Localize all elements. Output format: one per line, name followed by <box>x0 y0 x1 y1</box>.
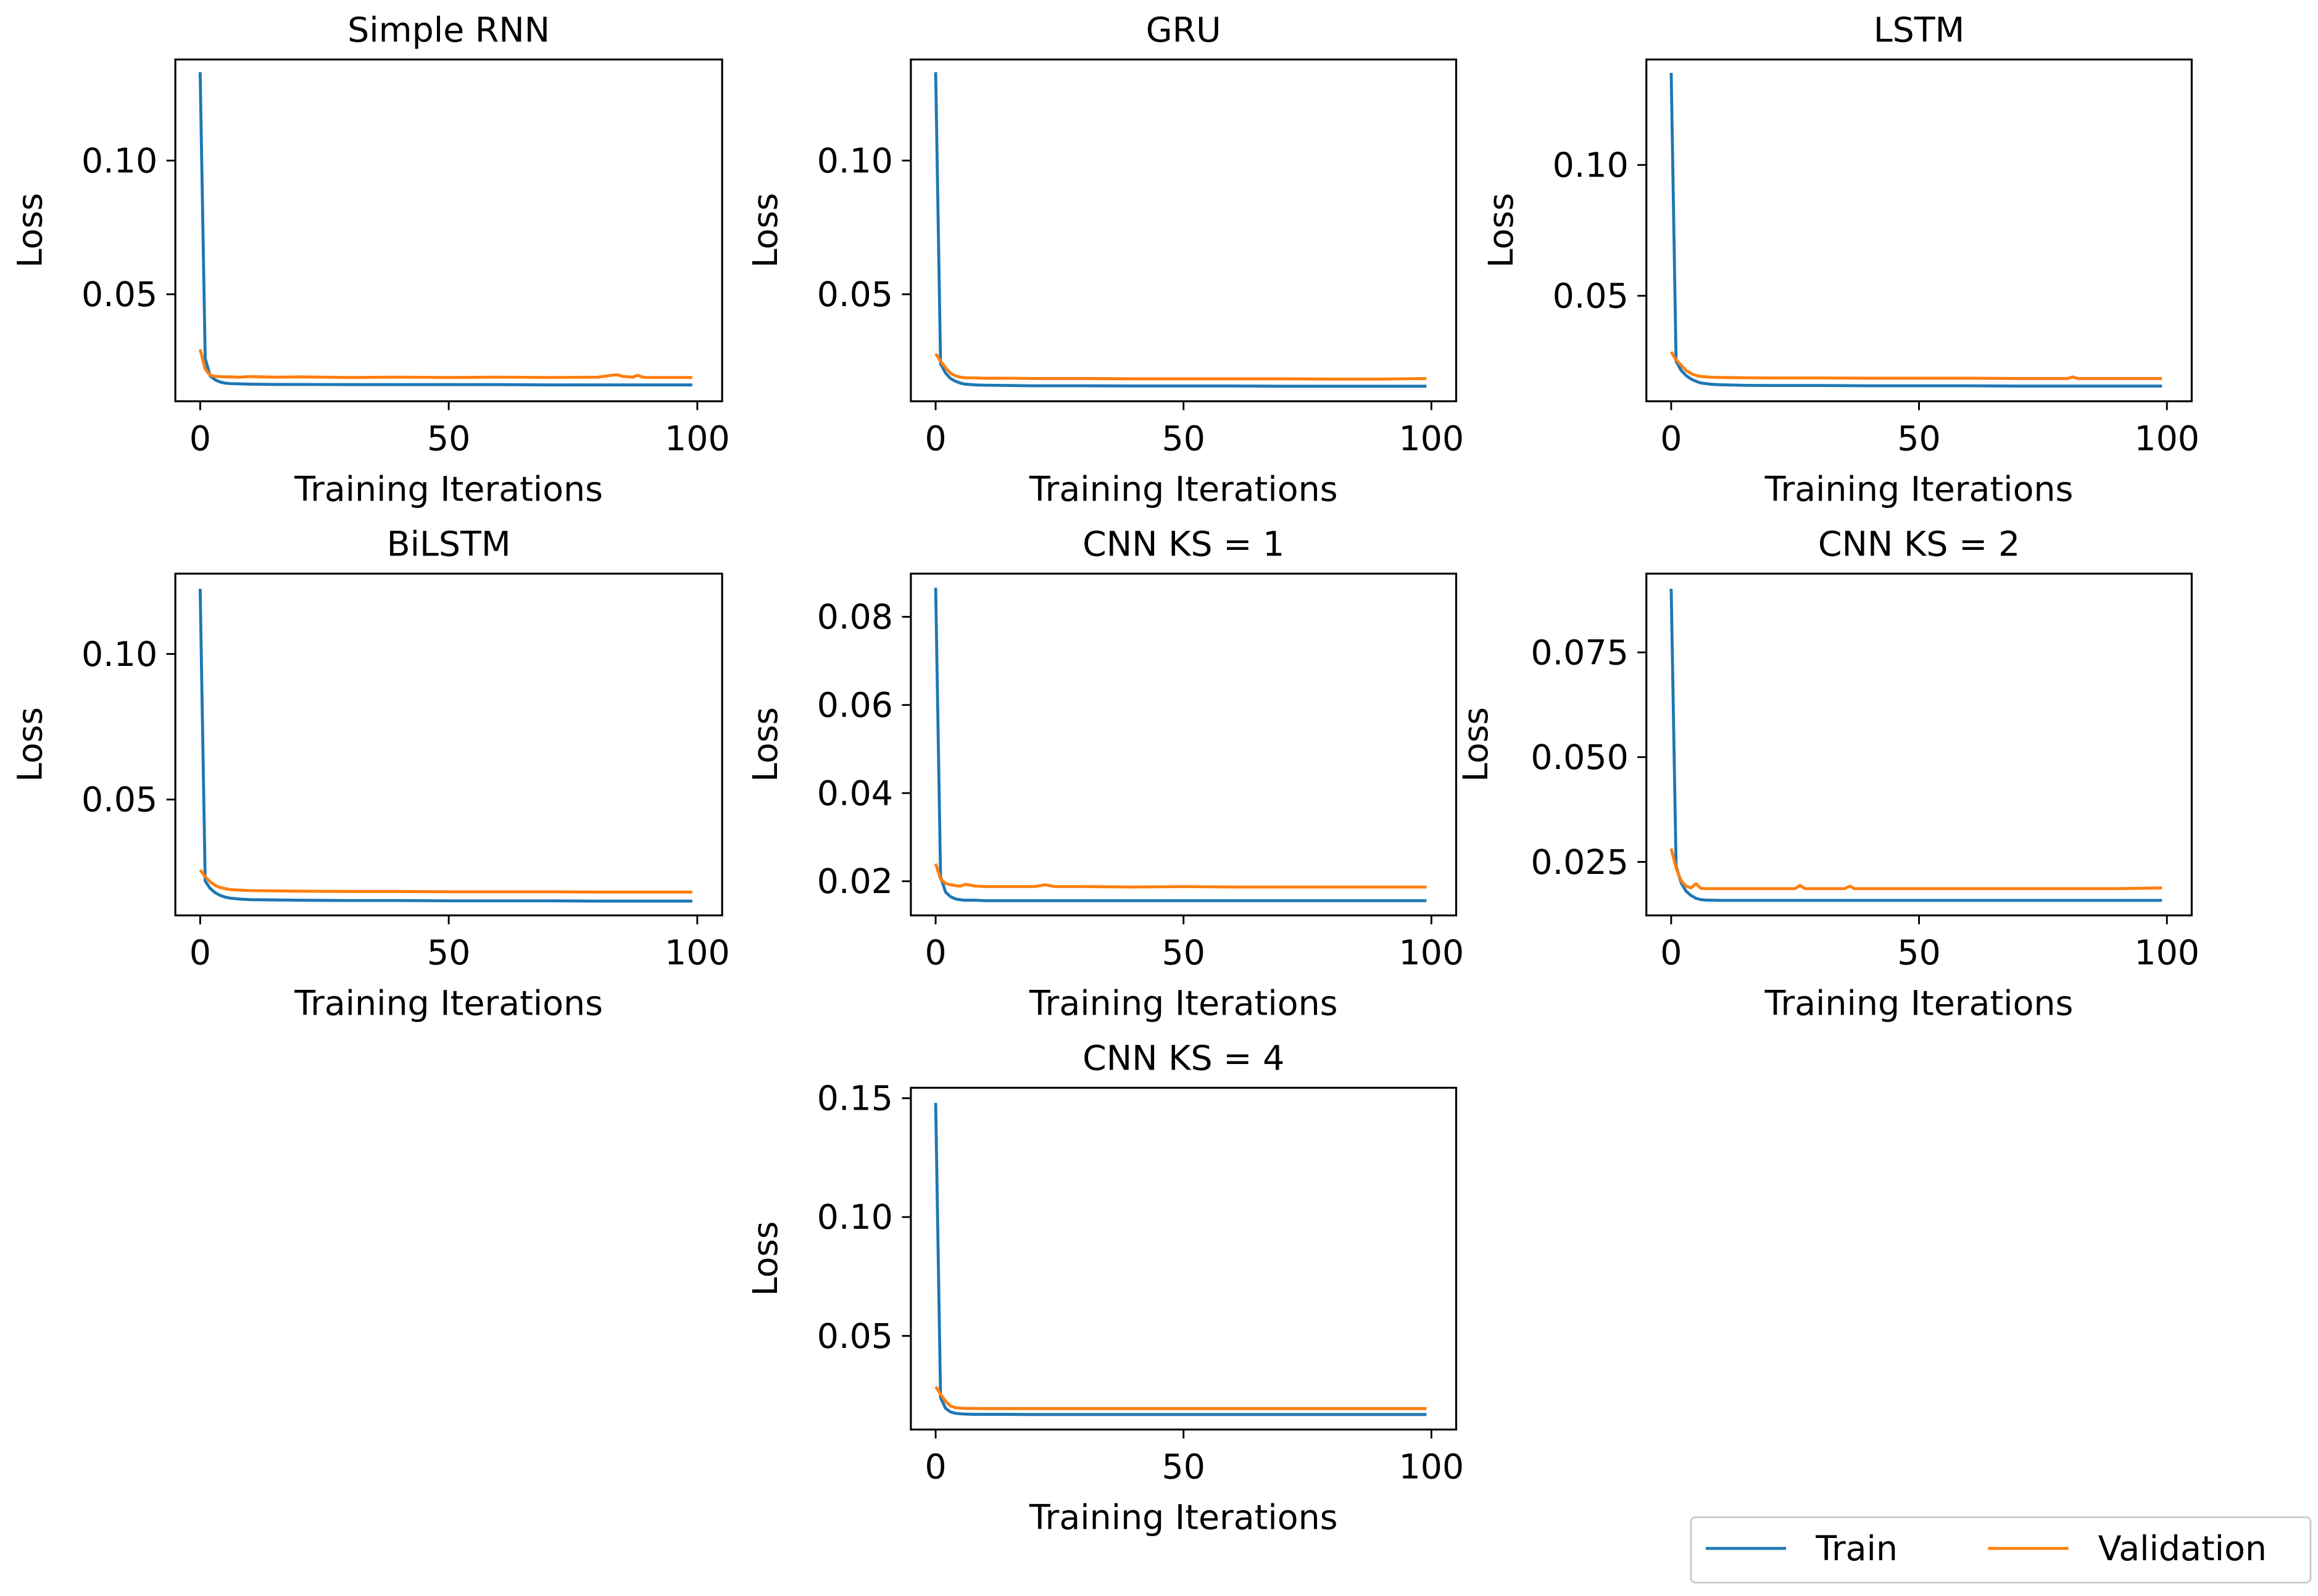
series-line-train <box>198 72 692 387</box>
x-axis-label: Training Iterations <box>1029 984 1338 1024</box>
x-tick-label: 100 <box>2134 934 2200 973</box>
y-tick-label: 0.10 <box>1553 146 1629 186</box>
y-tick-label: 0.10 <box>817 141 893 181</box>
x-tick-label: 0 <box>189 420 211 459</box>
y-tick-label: 0.04 <box>817 774 893 813</box>
series-line-validation <box>1669 351 2162 380</box>
y-tick-label: 0.05 <box>81 781 157 820</box>
plot-area <box>910 1087 1456 1430</box>
subplot-title: GRU <box>1146 10 1221 50</box>
x-tick-label: 50 <box>1162 1448 1205 1487</box>
x-tick-label: 0 <box>924 1448 946 1487</box>
series-line-validation <box>198 349 692 380</box>
subplot-title: CNN KS = 1 <box>1082 525 1284 565</box>
plot-area <box>910 573 1456 916</box>
plot-area <box>175 573 723 916</box>
plot-area <box>175 59 723 402</box>
y-axis-label: Loss <box>746 1221 786 1296</box>
subplot-gru: 0 50 100 0.05 0.10 GRU Training Iterations Loss <box>746 10 1464 509</box>
x-tick-label: 0 <box>189 934 211 973</box>
y-tick-label: 0.08 <box>817 598 893 638</box>
subplot-title: CNN KS = 4 <box>1082 1039 1284 1079</box>
subplot-cnn-ks-4: 0 50 100 0.05 0.10 0.15 CNN KS = 4 Training Ite… <box>746 1039 1464 1538</box>
y-tick-label: 0.10 <box>81 635 157 675</box>
legend-train-label: Train <box>1815 1529 1898 1569</box>
x-axis-label: Training Iterations <box>1764 984 2074 1024</box>
x-tick-label: 100 <box>2134 420 2200 459</box>
legend-validation-label: Validation <box>2098 1529 2267 1569</box>
y-tick-label: 0.05 <box>817 1317 893 1357</box>
plot-area <box>1646 59 2192 402</box>
x-tick-label: 100 <box>1399 1448 1464 1487</box>
plot-area <box>910 59 1456 402</box>
plot-area <box>1646 573 2192 916</box>
x-tick-label: 50 <box>427 420 470 459</box>
x-tick-label: 50 <box>1162 934 1205 973</box>
x-tick-label: 100 <box>665 420 730 459</box>
x-tick-label: 0 <box>924 420 946 459</box>
y-tick-label: 0.10 <box>81 141 157 181</box>
subplot-title: CNN KS = 2 <box>1818 525 2020 565</box>
x-tick-label: 100 <box>1399 934 1464 973</box>
x-axis-label: Training Iterations <box>1764 470 2074 509</box>
series-line-validation <box>199 869 692 894</box>
y-tick-label: 0.10 <box>817 1198 893 1237</box>
subplot-cnn-ks-2: 0 50 100 0.025 0.050 0.075 CNN KS = 2 Training … <box>1456 525 2200 1024</box>
y-tick-label: 0.06 <box>817 686 893 725</box>
x-tick-label: 50 <box>1162 420 1205 459</box>
y-axis-label: Loss <box>10 193 50 268</box>
y-tick-label: 0.02 <box>817 862 893 902</box>
subplot-title: LSTM <box>1874 10 1965 50</box>
subplot-title: BiLSTM <box>387 525 511 565</box>
x-tick-label: 100 <box>1399 420 1464 459</box>
x-tick-label: 50 <box>1897 420 1940 459</box>
x-tick-label: 0 <box>1660 934 1682 973</box>
x-tick-label: 100 <box>665 934 730 973</box>
y-tick-label: 0.075 <box>1531 633 1628 673</box>
y-axis-label: Loss <box>1482 193 1521 268</box>
series-line-train <box>934 588 1427 902</box>
y-tick-label: 0.05 <box>817 275 893 315</box>
y-tick-label: 0.05 <box>1553 277 1629 317</box>
x-axis-label: Training Iterations <box>1029 1498 1338 1538</box>
y-tick-label: 0.025 <box>1531 843 1628 883</box>
x-axis-label: Training Iterations <box>294 470 603 509</box>
subplot-cnn-ks-1: 0 50 100 0.02 0.04 0.06 0.08 CNN KS = 1 Training… <box>746 525 1464 1024</box>
series-line-train <box>934 72 1427 388</box>
x-tick-label: 50 <box>427 934 470 973</box>
series-line-validation <box>934 352 1427 381</box>
series-line-train <box>934 1103 1427 1416</box>
y-tick-label: 0.05 <box>81 275 157 315</box>
series-line-train <box>1669 73 2162 388</box>
series-line-validation <box>934 1386 1427 1410</box>
subplot-bilstm: 0 50 100 0.05 0.10 BiLSTM Training Iterations L… <box>10 525 729 1024</box>
y-axis-label: Loss <box>746 193 786 268</box>
y-axis-label: Loss <box>746 707 786 782</box>
y-tick-label: 0.15 <box>817 1079 893 1119</box>
y-axis-label: Loss <box>10 707 50 782</box>
x-axis-label: Training Iterations <box>294 984 603 1024</box>
x-tick-label: 50 <box>1897 934 1940 973</box>
series-line-validation <box>1669 848 2162 891</box>
x-tick-label: 0 <box>924 934 946 973</box>
legend: Train Validation <box>1690 1516 2312 1584</box>
y-axis-label: Loss <box>1456 707 1496 782</box>
series-line-train <box>1669 588 2162 902</box>
y-tick-label: 0.050 <box>1531 738 1628 778</box>
x-axis-label: Training Iterations <box>1029 470 1338 509</box>
subplot-lstm: 0 50 100 0.05 0.10 LSTM Training Iterations Los… <box>1482 10 2200 509</box>
subplot-simple-rnn: 0 50 100 0.05 0.10 Simple RNN Training Iterati… <box>10 10 729 509</box>
subplot-title: Simple RNN <box>347 10 550 50</box>
x-tick-label: 0 <box>1660 420 1682 459</box>
series-line-validation <box>934 863 1427 889</box>
series-line-train <box>198 588 692 903</box>
